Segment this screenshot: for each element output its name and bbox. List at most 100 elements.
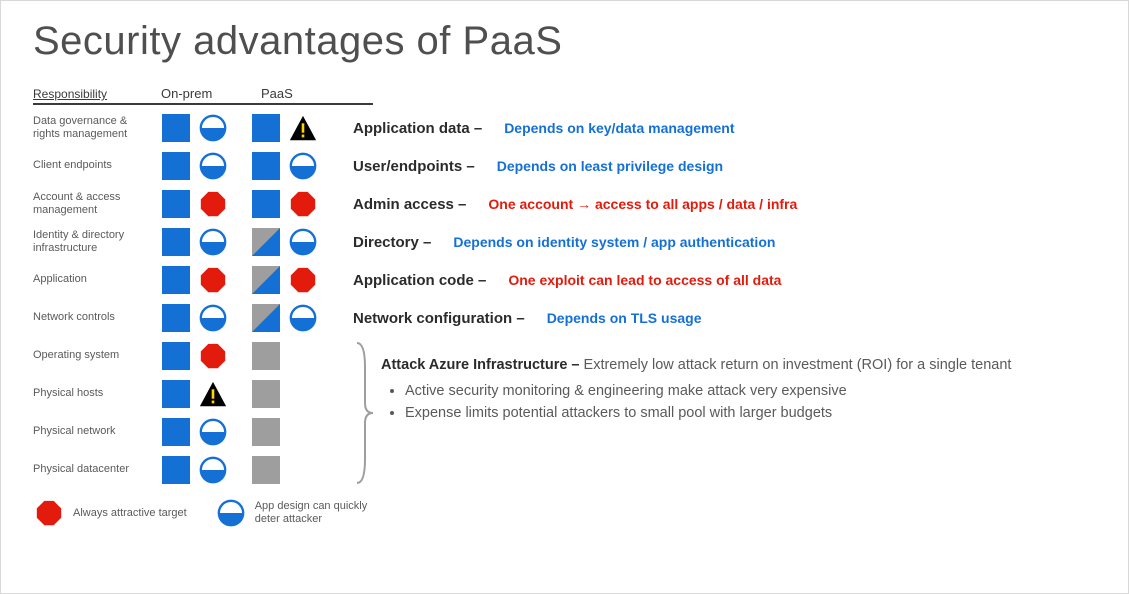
responsibility-row: Client endpoints User/endpoints – Depend… xyxy=(33,147,1096,185)
diagram: Responsibility On-prem PaaS Data governa… xyxy=(33,86,1096,529)
legend-app-design: App design can quickly deter attacker xyxy=(215,497,395,529)
paas-cell xyxy=(251,454,353,486)
header-onprem: On-prem xyxy=(161,86,261,103)
row-label: Physical hosts xyxy=(33,387,161,400)
half-circle-icon xyxy=(197,226,229,258)
infra-bullet: Active security monitoring & engineering… xyxy=(405,381,1096,403)
square-icon xyxy=(161,113,191,143)
square-icon xyxy=(161,189,191,219)
infra-bullet: Expense limits potential attackers to sm… xyxy=(405,403,1096,425)
responsibility-row: Data governance & rights management Appl… xyxy=(33,109,1096,147)
square-icon xyxy=(251,379,281,409)
square-icon xyxy=(161,417,191,447)
square-icon xyxy=(161,303,191,333)
square-icon xyxy=(251,189,281,219)
attack-label: User/endpoints – xyxy=(353,158,475,175)
onprem-cell xyxy=(161,454,251,486)
square-icon xyxy=(161,151,191,181)
octagon-icon xyxy=(33,497,65,529)
legend-always-attractive: Always attractive target xyxy=(33,497,187,529)
attack-label: Admin access – xyxy=(353,196,466,213)
onprem-cell xyxy=(161,302,251,334)
responsibility-row: Account & access management Admin access… xyxy=(33,185,1096,223)
row-label: Data governance & rights management xyxy=(33,115,161,141)
square-icon xyxy=(161,227,191,257)
paas-cell xyxy=(251,340,353,372)
column-headers: Responsibility On-prem PaaS xyxy=(33,86,373,105)
row-label: Operating system xyxy=(33,349,161,362)
square-icon xyxy=(251,265,281,295)
responsibility-row: Operating system xyxy=(33,337,353,375)
half-circle-icon xyxy=(215,497,247,529)
paas-cell xyxy=(251,150,353,182)
half-circle-icon xyxy=(197,112,229,144)
warning-icon xyxy=(197,378,229,410)
page-title: Security advantages of PaaS xyxy=(33,19,1096,64)
attack-label: Network configuration – xyxy=(353,310,525,327)
paas-cell xyxy=(251,188,353,220)
infrastructure-text: Attack Azure Infrastructure – Extremely … xyxy=(375,337,1096,424)
responsibility-row: Identity & directory infrastructure Dire… xyxy=(33,223,1096,261)
attack-label: Application data – xyxy=(353,120,482,137)
half-circle-icon xyxy=(197,302,229,334)
attack-description: Depends on TLS usage xyxy=(547,310,702,326)
row-label: Network controls xyxy=(33,311,161,324)
square-icon xyxy=(251,303,281,333)
responsibility-row: Physical network xyxy=(33,413,353,451)
onprem-cell xyxy=(161,416,251,448)
attack-description: Depends on key/data management xyxy=(504,120,734,136)
attack-label: Directory – xyxy=(353,234,431,251)
warning-icon xyxy=(287,112,319,144)
onprem-cell xyxy=(161,150,251,182)
paas-cell xyxy=(251,226,353,258)
square-icon xyxy=(161,341,191,371)
row-label: Account & access management xyxy=(33,191,161,217)
responsibility-row: Network controls Network configuration –… xyxy=(33,299,1096,337)
attack-description: Depends on identity system / app authent… xyxy=(453,234,775,250)
half-circle-icon xyxy=(197,416,229,448)
header-responsibility: Responsibility xyxy=(33,87,161,103)
square-icon xyxy=(251,227,281,257)
onprem-cell xyxy=(161,112,251,144)
attack-description: One account → access to all apps / data … xyxy=(488,196,797,212)
attack-description: Depends on least privilege design xyxy=(497,158,723,174)
paas-cell xyxy=(251,112,353,144)
square-icon xyxy=(251,341,281,371)
square-icon xyxy=(251,455,281,485)
octagon-icon xyxy=(197,264,229,296)
legend: Always attractive target App design can … xyxy=(33,497,1096,529)
onprem-cell xyxy=(161,188,251,220)
octagon-icon xyxy=(197,188,229,220)
infrastructure-block: Operating system Physical hosts Physical xyxy=(33,337,1096,489)
square-icon xyxy=(251,417,281,447)
responsibility-row: Physical datacenter xyxy=(33,451,353,489)
paas-cell xyxy=(251,264,353,296)
half-circle-icon xyxy=(287,302,319,334)
row-label: Identity & directory infrastructure xyxy=(33,229,161,255)
onprem-cell xyxy=(161,226,251,258)
responsibility-row: Application Application code – One explo… xyxy=(33,261,1096,299)
octagon-icon xyxy=(287,188,319,220)
responsibility-row: Physical hosts xyxy=(33,375,353,413)
onprem-cell xyxy=(161,340,251,372)
paas-cell xyxy=(251,416,353,448)
header-paas: PaaS xyxy=(261,86,341,103)
row-label: Physical datacenter xyxy=(33,463,161,476)
half-circle-icon xyxy=(197,454,229,486)
half-circle-icon xyxy=(287,150,319,182)
octagon-icon xyxy=(287,264,319,296)
paas-cell xyxy=(251,378,353,410)
half-circle-icon xyxy=(197,150,229,182)
onprem-cell xyxy=(161,264,251,296)
square-icon xyxy=(161,379,191,409)
attack-label: Application code – xyxy=(353,272,486,289)
half-circle-icon xyxy=(287,226,319,258)
octagon-icon xyxy=(197,340,229,372)
square-icon xyxy=(161,455,191,485)
row-label: Application xyxy=(33,273,161,286)
paas-cell xyxy=(251,302,353,334)
row-label: Physical network xyxy=(33,425,161,438)
square-icon xyxy=(161,265,191,295)
row-label: Client endpoints xyxy=(33,159,161,172)
square-icon xyxy=(251,113,281,143)
